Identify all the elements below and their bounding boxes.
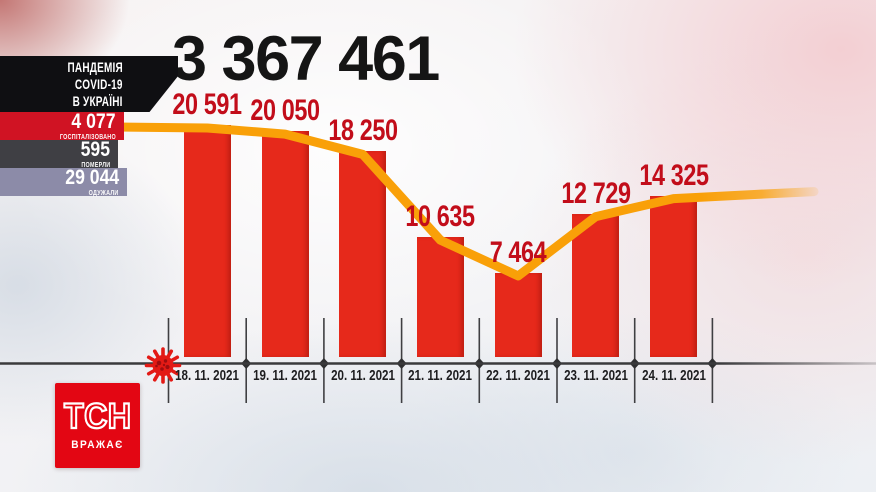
axis-date-label: 24. 11. 2021 [641, 368, 706, 384]
bar-value-label: 10 635 [405, 200, 476, 234]
bar-19-11-2021 [261, 131, 309, 357]
bar-value-label: 18 250 [328, 114, 398, 148]
badge-line-2: COVID-19 [75, 76, 123, 92]
axis-date-label: 18. 11. 2021 [175, 368, 240, 384]
axis-date-label: 21. 11. 2021 [408, 368, 473, 384]
bar-20-11-2021 [339, 151, 387, 357]
stat-recovered-value: 29 044 [65, 165, 119, 189]
stat-hospitalized: 4 077 ГОСПІТАЛІЗОВАНО [0, 109, 124, 141]
total-cases-counter: 3 367 461 [172, 24, 440, 94]
bar-value-label: 20 591 [172, 88, 243, 121]
bar-23-11-2021 [572, 213, 620, 357]
stat-died: 595 ПОМЕРЛИ [0, 137, 118, 169]
tsn-logo: ТСН ВРАЖАЄ [55, 383, 140, 468]
axis-date-label: 19. 11. 2021 [253, 368, 317, 384]
stat-hospitalized-label: ГОСПІТАЛІЗОВАНО [59, 131, 116, 141]
tsn-logo-mark: ТСН [63, 396, 132, 436]
badge-line-3: В УКРАЇНІ [72, 93, 123, 109]
bar-24-11-2021 [650, 195, 698, 357]
axis-date-label: 22. 11. 2021 [486, 368, 551, 384]
stat-recovered-label: ОДУЖАЛИ [89, 187, 119, 197]
stat-recovered: 29 044 ОДУЖАЛИ [0, 165, 127, 197]
tsn-logo-tagline: ВРАЖАЄ [71, 438, 124, 451]
pandemic-title-badge: ПАНДЕМІЯ COVID-19 В УКРАЇНІ [0, 56, 178, 112]
stat-died-value: 595 [80, 137, 110, 161]
bar-22-11-2021 [494, 272, 542, 357]
badge-line-1: ПАНДЕМІЯ [67, 59, 123, 75]
bar-21-11-2021 [416, 237, 464, 357]
bar-value-label: 20 050 [250, 94, 320, 128]
stat-died-label: ПОМЕРЛИ [80, 159, 110, 169]
bar-value-label: 14 325 [638, 158, 709, 192]
axis-date-label: 20. 11. 2021 [330, 368, 395, 384]
bar-value-label: 7 464 [489, 235, 547, 269]
axis-date-label: 23. 11. 2021 [563, 368, 628, 384]
bar-18-11-2021 [183, 125, 231, 357]
stat-hospitalized-value: 4 077 [71, 109, 116, 133]
